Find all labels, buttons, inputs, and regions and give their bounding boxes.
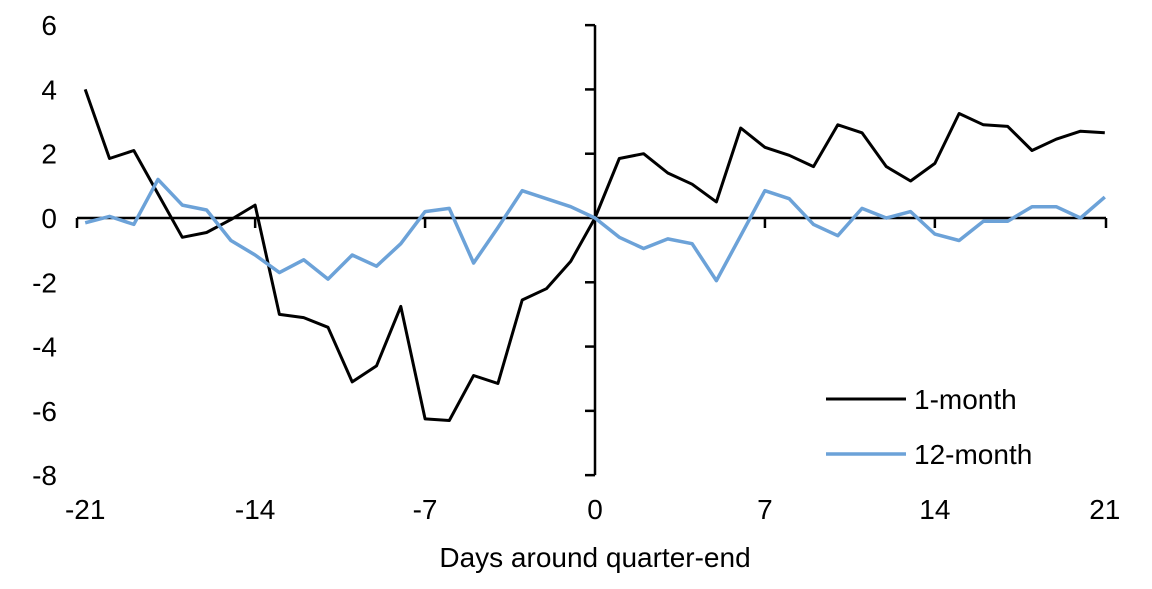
x-tick-label: 14 (919, 494, 950, 525)
x-tick-label: 21 (1089, 494, 1120, 525)
y-tick-label: 0 (41, 203, 57, 234)
legend-label-1-month: 1-month (914, 384, 1017, 415)
y-tick-label: -8 (32, 460, 57, 491)
x-tick-label: -14 (235, 494, 275, 525)
y-tick-label: 6 (41, 10, 57, 41)
x-tick-label: -21 (65, 494, 105, 525)
x-tick-label: 7 (757, 494, 773, 525)
tick-labels-group: 6 4 2 0 -2 -4 -6 -8 -21 -14 -7 0 7 14 21 (32, 10, 1120, 525)
y-tick-label: 2 (41, 139, 57, 170)
y-tick-label: -2 (32, 267, 57, 298)
x-tick-label: 0 (587, 494, 603, 525)
x-tick-label: -7 (413, 494, 438, 525)
series-line-12-month (84, 177, 1106, 283)
y-tick-label: -4 (32, 332, 57, 363)
y-tick-label: -6 (32, 396, 57, 427)
legend: 1-month 12-month (826, 384, 1032, 470)
legend-label-12-month: 12-month (914, 439, 1032, 470)
x-axis-title: Days around quarter-end (439, 542, 750, 573)
y-tick-label: 4 (41, 74, 57, 105)
series-group (83, 88, 1106, 422)
